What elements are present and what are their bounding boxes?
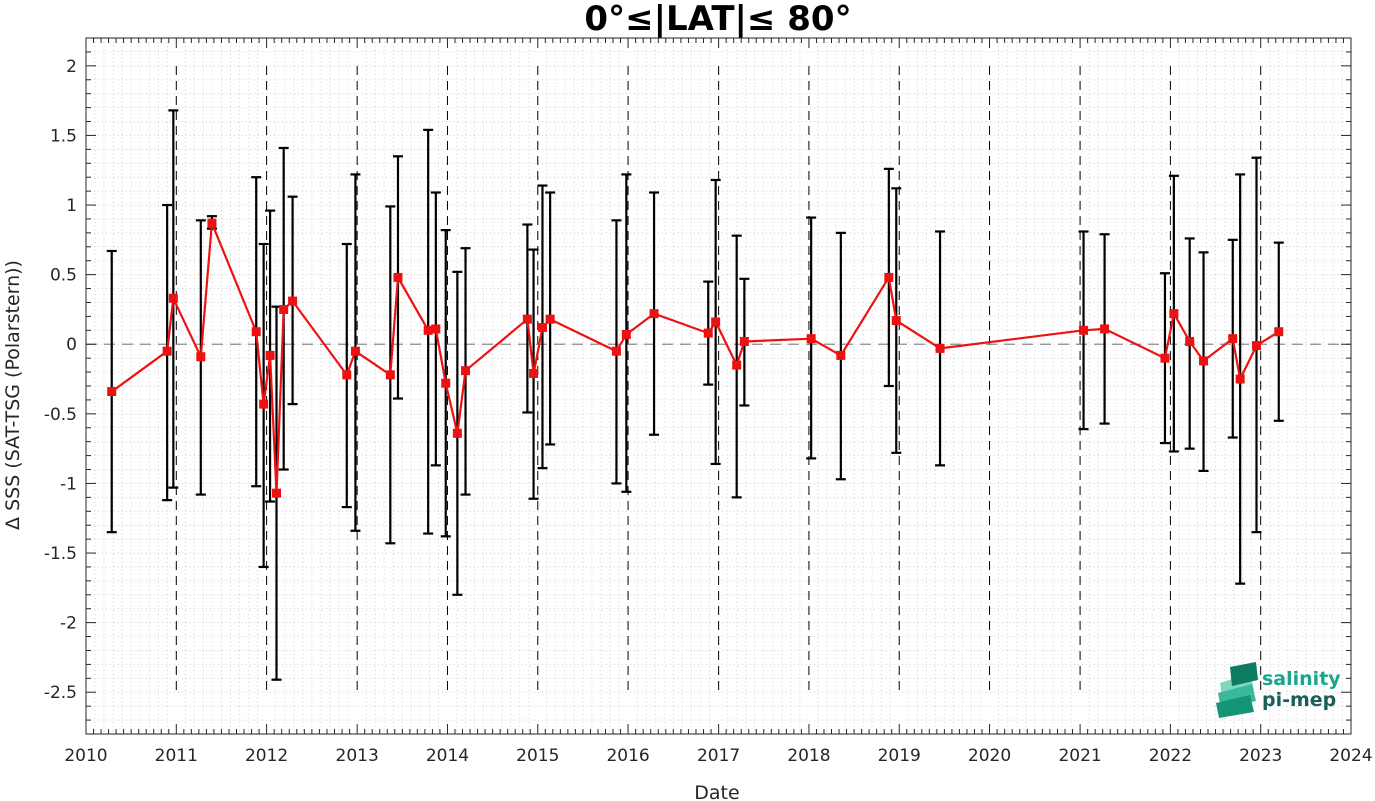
- y-tick-label: 2: [66, 57, 77, 77]
- y-tick-label: 0.5: [50, 266, 77, 286]
- x-tick-label: 2021: [1058, 746, 1101, 766]
- data-point-marker: [1185, 336, 1195, 346]
- data-point-marker: [649, 309, 659, 319]
- y-tick-label: -2.5: [44, 683, 77, 703]
- x-axis-label: Date: [694, 782, 739, 801]
- data-point-marker: [196, 352, 206, 362]
- x-tick-labels: 2010 2011 2012 2013 2014 2015 2016 2017 2018 2019…: [64, 746, 1372, 766]
- data-point-marker: [441, 378, 451, 388]
- data-point-marker: [259, 399, 269, 409]
- data-point-marker: [739, 336, 749, 346]
- data-point-marker: [545, 314, 555, 324]
- y-tick-label: 1.5: [50, 126, 77, 146]
- x-tick-label: 2024: [1329, 746, 1372, 766]
- x-tick-label: 2015: [516, 746, 559, 766]
- data-point-marker: [272, 488, 282, 498]
- data-point-marker: [1169, 309, 1179, 319]
- logo-line2: pi-mep: [1262, 689, 1336, 711]
- x-tick-label: 2022: [1149, 746, 1192, 766]
- data-point-marker: [522, 314, 532, 324]
- data-point-marker: [342, 370, 352, 380]
- y-tick-label: -1.5: [44, 544, 77, 564]
- axis-ticks: [85, 37, 1352, 735]
- y-tick-label: -0.5: [44, 405, 77, 425]
- x-tick-label: 2010: [64, 746, 107, 766]
- data-point-marker: [207, 218, 217, 228]
- data-point-marker: [884, 272, 894, 282]
- data-point-marker: [423, 325, 433, 335]
- data-point-marker: [168, 293, 178, 303]
- logo-line1: salinity: [1262, 668, 1341, 690]
- data-point-marker: [1079, 325, 1089, 335]
- logo-emblem-icon: [1216, 662, 1258, 718]
- y-tick-label: 0: [66, 335, 77, 355]
- data-point-marker: [452, 428, 462, 438]
- data-point-marker: [251, 327, 261, 337]
- data-point-marker: [350, 346, 360, 356]
- data-point-marker: [1228, 334, 1238, 344]
- data-point-marker: [711, 317, 721, 327]
- data-point-marker: [393, 272, 403, 282]
- x-tick-label: 2012: [245, 746, 288, 766]
- x-tick-label: 2016: [606, 746, 649, 766]
- data-point-marker: [107, 387, 117, 397]
- data-point-marker: [279, 304, 289, 314]
- x-tick-label: 2020: [968, 746, 1011, 766]
- x-tick-label: 2017: [697, 746, 740, 766]
- data-point-marker: [703, 328, 713, 338]
- data-point-marker: [265, 350, 275, 360]
- data-point-marker: [1100, 324, 1110, 334]
- x-tick-label: 2013: [336, 746, 379, 766]
- x-tick-label: 2014: [426, 746, 469, 766]
- y-tick-label: -1: [60, 474, 77, 494]
- x-tick-label: 2023: [1239, 746, 1282, 766]
- data-point-marker: [611, 346, 621, 356]
- x-tick-label: 2011: [155, 746, 198, 766]
- data-point-marker: [935, 343, 945, 353]
- chart-title: 0°≤|LAT|≤ 80°: [584, 0, 851, 39]
- data-point-marker: [806, 334, 816, 344]
- data-point-marker: [431, 324, 441, 334]
- data-point-marker: [537, 323, 547, 333]
- y-axis-label: Δ SSS (SAT-TSG (Polarstern)): [2, 260, 24, 530]
- data-point-marker: [1160, 353, 1170, 363]
- data-point-marker: [1251, 341, 1261, 351]
- data-point-marker: [461, 366, 471, 376]
- data-point-marker: [1235, 374, 1245, 384]
- data-point-marker: [529, 368, 539, 378]
- salinity-pi-mep-logo: salinity pi-mep: [1216, 662, 1341, 718]
- data-point-marker: [621, 329, 631, 339]
- data-point-marker: [385, 370, 395, 380]
- data-point-marker: [836, 350, 846, 360]
- data-point-marker: [1274, 327, 1284, 337]
- data-point-marker: [162, 346, 172, 356]
- y-tick-label: -2: [60, 614, 77, 634]
- data-point-marker: [891, 316, 901, 326]
- x-tick-label: 2018: [787, 746, 830, 766]
- y-tick-labels: 2 1.5 1 0.5 0 -0.5 -1 -1.5 -2 -2.5: [44, 57, 77, 703]
- y-tick-label: 1: [66, 196, 77, 216]
- data-markers: [107, 218, 1284, 498]
- x-tick-label: 2019: [878, 746, 921, 766]
- data-point-marker: [1199, 356, 1209, 366]
- data-point-marker: [732, 360, 742, 370]
- data-point-marker: [288, 296, 298, 306]
